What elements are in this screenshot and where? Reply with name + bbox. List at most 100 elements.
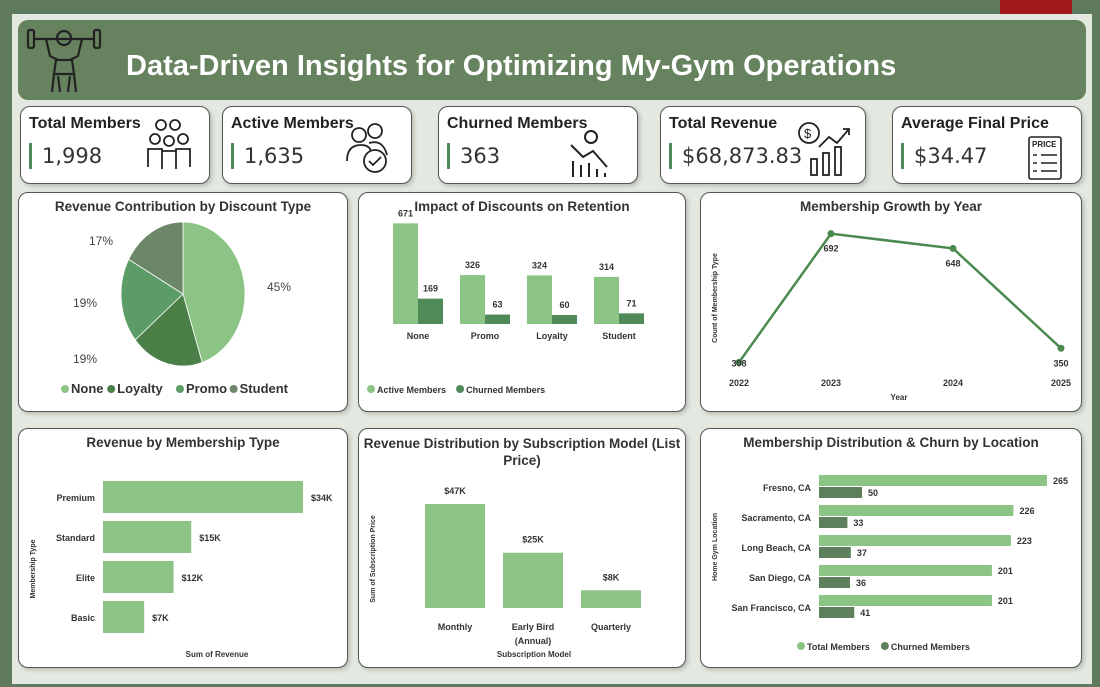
x-tick-label: 2023 [821,378,841,388]
bar [819,547,851,558]
x-tick-label: None [407,331,430,341]
x-axis-title: Sum of Revenue [186,650,249,659]
legend-marker [107,385,116,393]
y-tick-label: San Francisco, CA [731,603,811,613]
bar-data-label: 265 [1053,476,1068,486]
bar [819,535,1011,546]
bar-data-label: 324 [532,260,547,270]
chart-title: Membership Distribution & Churn by Locat… [743,435,1039,450]
point-data-label: 648 [945,258,960,268]
legend-item: Total Members [807,642,870,652]
chart-title: Revenue by Membership Type [86,435,280,450]
kpi-average-final-price: Average Final Price $34.47 PRICE [892,106,1082,184]
y-tick-label: Elite [76,573,95,583]
kpi-value: $34.47 [901,143,987,169]
bar [552,315,577,324]
point-data-label: 308 [731,358,746,368]
chart-plot: $47K Monthly $25K Early Bird (Annual) $8K Quar… [370,486,641,659]
chart-plot: 671 169 None 326 63 Promo 324 60 Loyalty 314 71 Stu… [367,208,644,395]
data-point [735,358,743,366]
pie-slice-loyalty [134,293,203,367]
chart-plot: 308 2022 692 2023 648 2024 350 2025 Year Count of… [712,230,1071,402]
bar-data-label: 169 [423,284,438,294]
bar-data-label: $12K [182,573,204,583]
kpi-active-members: Active Members 1,635 [222,106,412,184]
bar [103,521,192,553]
bar [819,577,850,588]
x-axis-title: Year [891,393,908,402]
x-tick-label: 2025 [1051,378,1071,388]
bar [819,505,1014,516]
bar-data-label: 201 [998,566,1013,576]
y-tick-label: Fresno, CA [763,483,812,493]
point-data-label: 350 [1053,358,1068,368]
legend-item: None [71,381,104,396]
y-tick-label: San Diego, CA [749,573,812,583]
bar [103,601,145,633]
bar-data-label: 63 [492,300,502,310]
dollar-growth-chart-icon: $ [798,122,850,176]
bar-data-label: $34K [311,493,333,503]
kpi-total-members: Total Members 1,998 [20,106,210,184]
y-axis-title: Count of Membership Type [712,253,719,343]
bar-data-label: $15K [199,533,221,543]
bar-data-label: 41 [860,608,870,618]
bar [460,275,485,324]
bar [418,298,443,324]
chart-revenue-by-membership: Revenue by Membership Type $34K Premium $1… [18,428,348,668]
bar-data-label: 37 [857,548,867,558]
kpi-value: 1,635 [231,143,304,169]
price-tag-list-icon: PRICE [1028,136,1062,180]
bar [819,595,992,606]
chart-revenue-by-subscription: Revenue Distribution by Subscription Mod… [358,428,686,668]
pie-data-label: 19% [73,296,97,310]
bar [103,481,303,513]
x-axis-title: Subscription Model [497,650,571,659]
bar [425,504,485,608]
bar-data-label: 223 [1017,536,1032,546]
y-axis-title: Sum of Subscription Price [370,515,377,603]
legend-item: Promo [186,381,227,396]
y-tick-label: Standard [56,533,95,543]
chart-plot: 45% 19% 19% 17% None Loyalty Promo Student [61,221,291,396]
x-tick-label: Early Bird [512,622,555,632]
bar [819,607,855,618]
bar-data-label: 60 [559,300,569,310]
pie-slice-none [182,221,246,364]
legend-item: Student [240,381,289,396]
y-axis-title: Home Gym Location [712,513,719,581]
legend-item: Churned Members [466,385,545,395]
legend-marker [797,642,805,650]
chart-location-churn: Membership Distribution & Churn by Locat… [700,428,1082,668]
y-axis-title: Membership Type [30,539,37,598]
chart-membership-growth: Membership Growth by Year 308 2022 692 2023… [700,192,1082,412]
bar [819,487,863,498]
bar-data-label: 226 [1019,506,1034,516]
bar-data-label: 71 [626,298,636,308]
svg-text:PRICE: PRICE [1032,140,1057,149]
header-banner: Data-Driven Insights for Optimizing My-G… [18,20,1086,100]
kpi-value: 363 [447,143,500,169]
kpi-label: Total Revenue [669,115,778,132]
y-tick-label: Premium [56,493,95,503]
x-tick-label: Student [602,331,636,341]
bar [594,276,619,324]
bar [503,552,563,608]
y-tick-label: Basic [71,613,95,623]
legend-item: Churned Members [891,642,970,652]
kpi-label: Average Final Price [901,115,1049,132]
chart-revenue-by-discount: Revenue Contribution by Discount Type 45… [18,192,348,412]
kpi-value: 1,998 [29,143,102,169]
kpi-value: $68,873.83 [669,143,802,169]
chart-plot: $34K Premium $15K Standard $12K Elite $7K Basic… [30,481,333,659]
weightlifter-icon [26,28,102,93]
bar-data-label: 201 [998,596,1013,606]
data-point [827,230,835,238]
users-check-icon [346,123,388,173]
legend-marker [61,385,69,393]
page-title: Data-Driven Insights for Optimizing My-G… [126,50,897,82]
bar-data-label: 33 [853,518,863,528]
legend-marker [367,385,375,393]
pie-data-label: 19% [73,352,97,366]
bar-data-label: $25K [522,535,544,545]
